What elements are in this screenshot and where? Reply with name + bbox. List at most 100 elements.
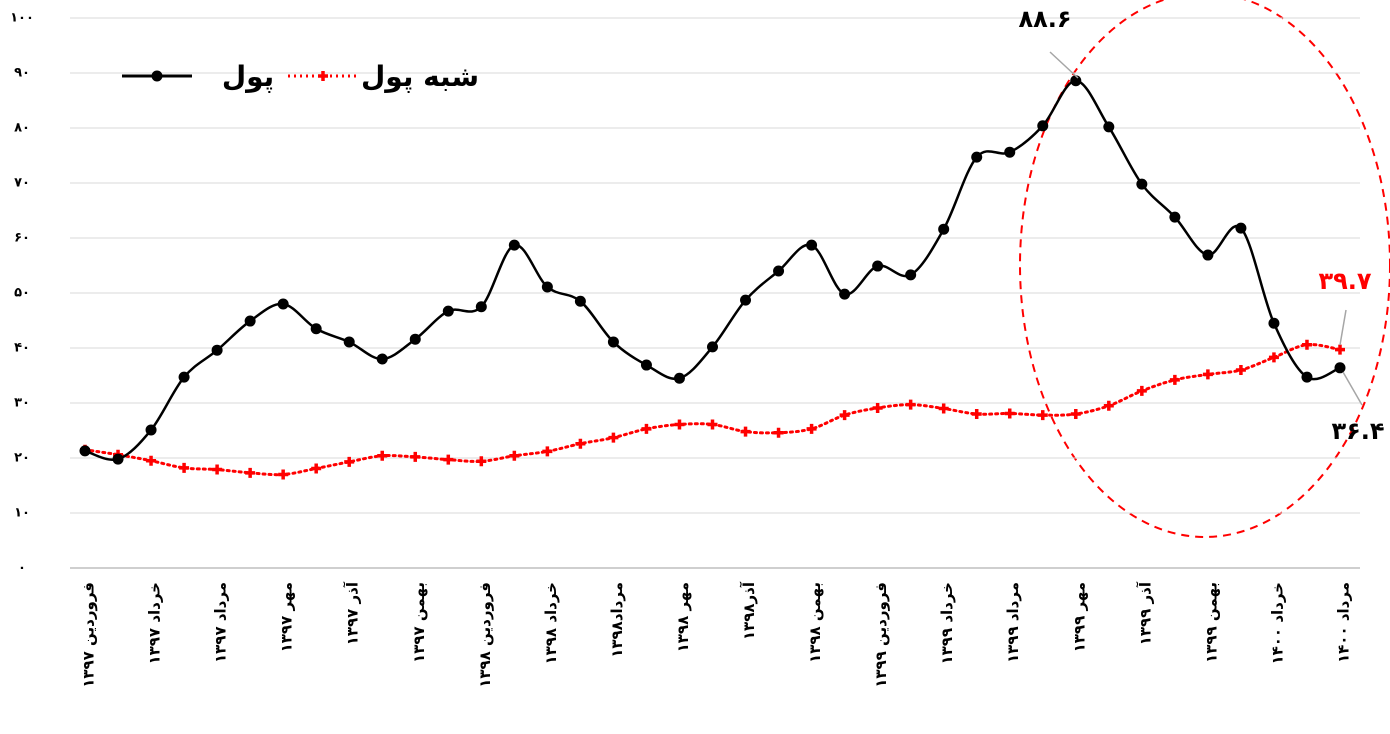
x-tick-label: مهر ۱۳۹۹ — [1070, 582, 1088, 652]
point — [1004, 408, 1015, 419]
y-tick-label: ۹۰ — [14, 66, 30, 81]
legend-label: شبه پول — [361, 60, 479, 93]
data-label: ۳۹.۷ — [1318, 267, 1371, 295]
series-line — [83, 343, 1342, 477]
point — [145, 424, 157, 436]
point — [872, 260, 884, 272]
point — [1235, 222, 1247, 234]
point — [211, 344, 223, 356]
point — [442, 305, 454, 317]
point — [839, 288, 851, 300]
point — [1070, 75, 1082, 87]
point — [1235, 365, 1246, 375]
point — [1301, 339, 1312, 350]
point — [146, 455, 157, 466]
point — [1202, 369, 1213, 380]
x-tick-label: خرداد ۱۳۹۷ — [146, 582, 164, 665]
point — [278, 469, 289, 480]
x-tick-label: مرداد۱۳۹۸ — [608, 582, 626, 658]
point — [1169, 211, 1181, 223]
point — [310, 323, 322, 335]
x-tick-label: آذر ۱۳۹۷ — [344, 581, 362, 645]
y-tick-label: ۵۰ — [14, 286, 30, 301]
x-tick-label: مرداد ۱۴۰۰ — [1335, 582, 1353, 663]
point — [1103, 121, 1115, 133]
point — [277, 298, 289, 310]
y-tick-label: ۶۰ — [14, 231, 30, 246]
label-leader — [1342, 371, 1363, 406]
point — [1037, 410, 1048, 421]
x-tick-label: مرداد ۱۳۹۹ — [1004, 582, 1022, 663]
point — [79, 445, 91, 457]
x-tick-label: مهر ۱۳۹۸ — [674, 582, 692, 652]
point — [475, 301, 487, 313]
point — [707, 341, 718, 353]
point — [509, 450, 520, 461]
point — [1037, 120, 1049, 132]
x-tick-label: خرداد ۱۳۹۹ — [938, 582, 956, 665]
legend-label: پول — [222, 60, 274, 93]
point — [773, 265, 785, 277]
point — [311, 463, 322, 474]
point — [1103, 400, 1114, 411]
point — [1004, 146, 1016, 158]
point — [674, 419, 685, 430]
point — [376, 353, 388, 365]
x-tick-label: فروردین ۱۳۹۸ — [476, 582, 494, 688]
point — [1202, 249, 1214, 261]
y-tick-label: ۷۰ — [14, 176, 30, 191]
point — [1335, 344, 1345, 355]
label-leader — [1049, 51, 1079, 79]
point — [806, 239, 818, 251]
point — [574, 295, 586, 307]
point — [641, 423, 652, 434]
point — [1136, 385, 1147, 396]
point — [112, 453, 124, 465]
point — [1136, 178, 1148, 190]
x-tick-label: بهمن ۱۳۹۸ — [806, 582, 824, 663]
label-leader — [1339, 309, 1347, 346]
point — [212, 464, 223, 475]
x-tick-label: خرداد ۱۴۰۰ — [1268, 582, 1286, 665]
y-tick-label: ۳۰ — [14, 396, 30, 411]
x-tick-label: فروردین ۱۳۹۹ — [872, 582, 890, 688]
point — [508, 239, 520, 251]
point — [1301, 371, 1313, 383]
point — [740, 426, 751, 437]
point — [673, 372, 685, 384]
point — [707, 419, 718, 430]
point — [806, 423, 817, 434]
point — [541, 281, 553, 293]
point — [1169, 374, 1180, 385]
point — [179, 462, 190, 473]
x-tick-label: فروردین ۱۳۹۷ — [80, 582, 98, 688]
point — [1268, 352, 1279, 363]
point — [410, 451, 421, 462]
point — [938, 403, 949, 414]
data-label: ۸۸.۶ — [1018, 5, 1071, 33]
point — [1268, 317, 1280, 329]
point — [244, 315, 256, 327]
point — [773, 427, 784, 438]
point — [1334, 362, 1346, 374]
x-tick-label: بهمن ۱۳۹۹ — [1202, 582, 1220, 663]
y-tick-label: ۸۰ — [14, 121, 30, 136]
x-tick-label: آذر۱۳۹۸ — [740, 581, 758, 640]
point — [971, 151, 983, 163]
point — [542, 446, 553, 457]
point — [905, 269, 917, 281]
y-tick-label: ۲۰ — [14, 451, 30, 466]
point — [740, 294, 752, 306]
point — [872, 402, 883, 413]
point — [1070, 409, 1081, 419]
point — [640, 359, 652, 371]
legend-marker — [151, 70, 163, 82]
point — [443, 454, 454, 465]
y-tick-label: ۰ — [18, 561, 26, 576]
legend-marker — [318, 71, 328, 81]
data-label: ۳۶.۴ — [1331, 417, 1384, 445]
point — [178, 371, 190, 383]
y-tick-label: ۱۰ — [14, 506, 30, 521]
y-tick-label: ۱۰۰ — [10, 11, 34, 26]
x-tick-label: آذر ۱۳۹۹ — [1136, 581, 1154, 645]
